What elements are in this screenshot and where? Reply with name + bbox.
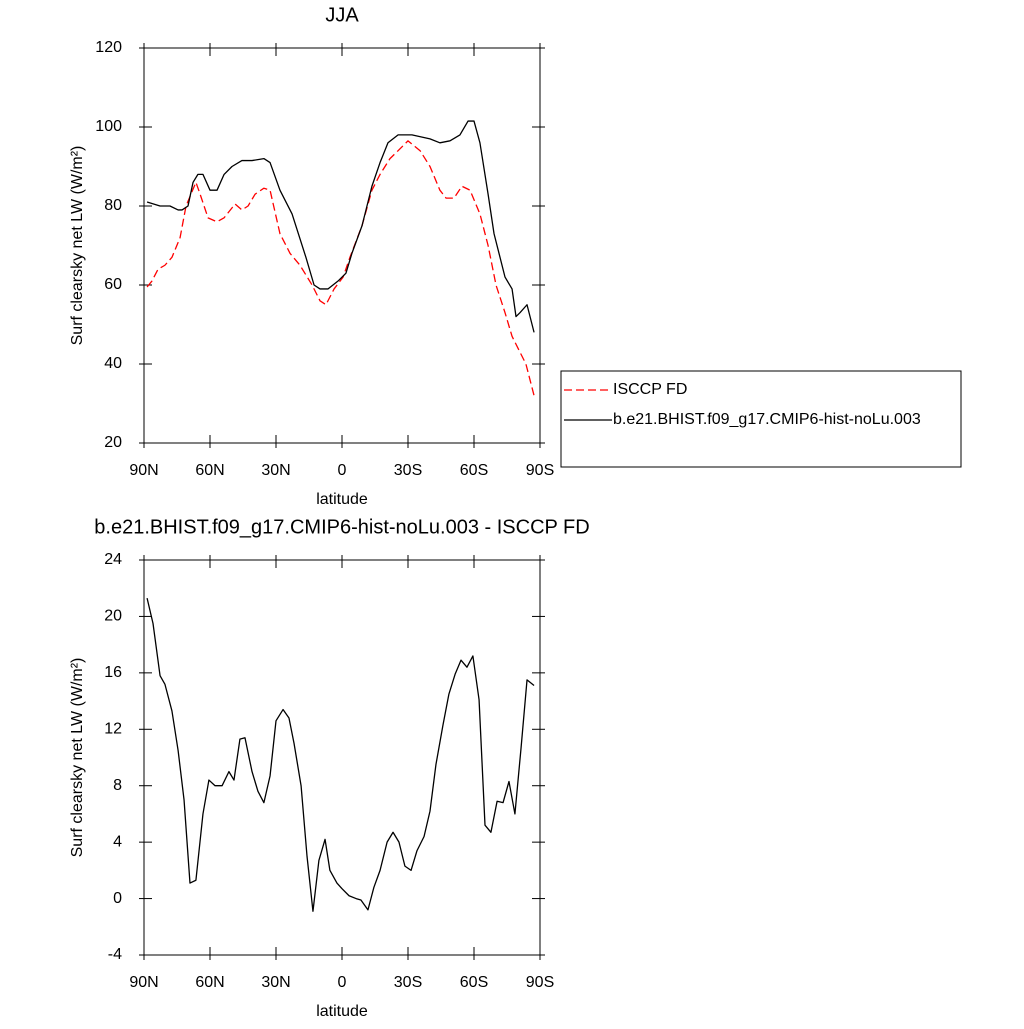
data-line [146, 140, 535, 396]
y-tick-label: -4 [108, 946, 122, 963]
y-tick-label: 8 [113, 777, 122, 794]
data-line [146, 120, 535, 333]
chart-title: JJA [325, 4, 359, 26]
y-tick-label: 12 [104, 721, 122, 738]
x-tick-label: 30N [261, 974, 290, 991]
x-tick-label: 30N [261, 462, 290, 479]
x-tick-label: 60N [195, 974, 224, 991]
x-tick-label: 60N [195, 462, 224, 479]
y-tick-label: 20 [104, 608, 122, 625]
y-tick-label: 40 [104, 355, 122, 372]
plot-frame [143, 559, 541, 956]
x-axis-label: latitude [316, 491, 368, 508]
x-tick-label: 30S [394, 974, 422, 991]
x-tick-label: 90N [129, 462, 158, 479]
legend-label: b.e21.BHIST.f09_g17.CMIP6-hist-noLu.003 [613, 411, 921, 428]
legend-label: ISCCP FD [613, 381, 687, 398]
x-tick-label: 90N [129, 974, 158, 991]
y-tick-label: 24 [104, 551, 122, 568]
data-line [146, 597, 535, 912]
y-tick-label: 0 [113, 890, 122, 907]
x-tick-label: 90S [526, 974, 554, 991]
y-axis-label: Surf clearsky net LW (W/m²) [69, 146, 86, 346]
legend-box [560, 370, 962, 468]
x-tick-label: 0 [338, 974, 347, 991]
y-tick-label: 60 [104, 276, 122, 293]
x-tick-label: 60S [460, 462, 488, 479]
y-tick-label: 100 [95, 118, 122, 135]
x-axis-label: latitude [316, 1003, 368, 1020]
y-axis-label: Surf clearsky net LW (W/m²) [69, 658, 86, 858]
y-tick-label: 120 [95, 39, 122, 56]
y-tick-label: 16 [104, 664, 122, 681]
x-tick-label: 30S [394, 462, 422, 479]
y-tick-label: 80 [104, 197, 122, 214]
chart-title: b.e21.BHIST.f09_g17.CMIP6-hist-noLu.003 … [94, 516, 589, 538]
y-tick-label: 20 [104, 434, 122, 451]
x-tick-label: 0 [338, 462, 347, 479]
x-tick-label: 60S [460, 974, 488, 991]
y-tick-label: 4 [113, 833, 122, 850]
plot-frame [143, 47, 541, 444]
x-tick-label: 90S [526, 462, 554, 479]
